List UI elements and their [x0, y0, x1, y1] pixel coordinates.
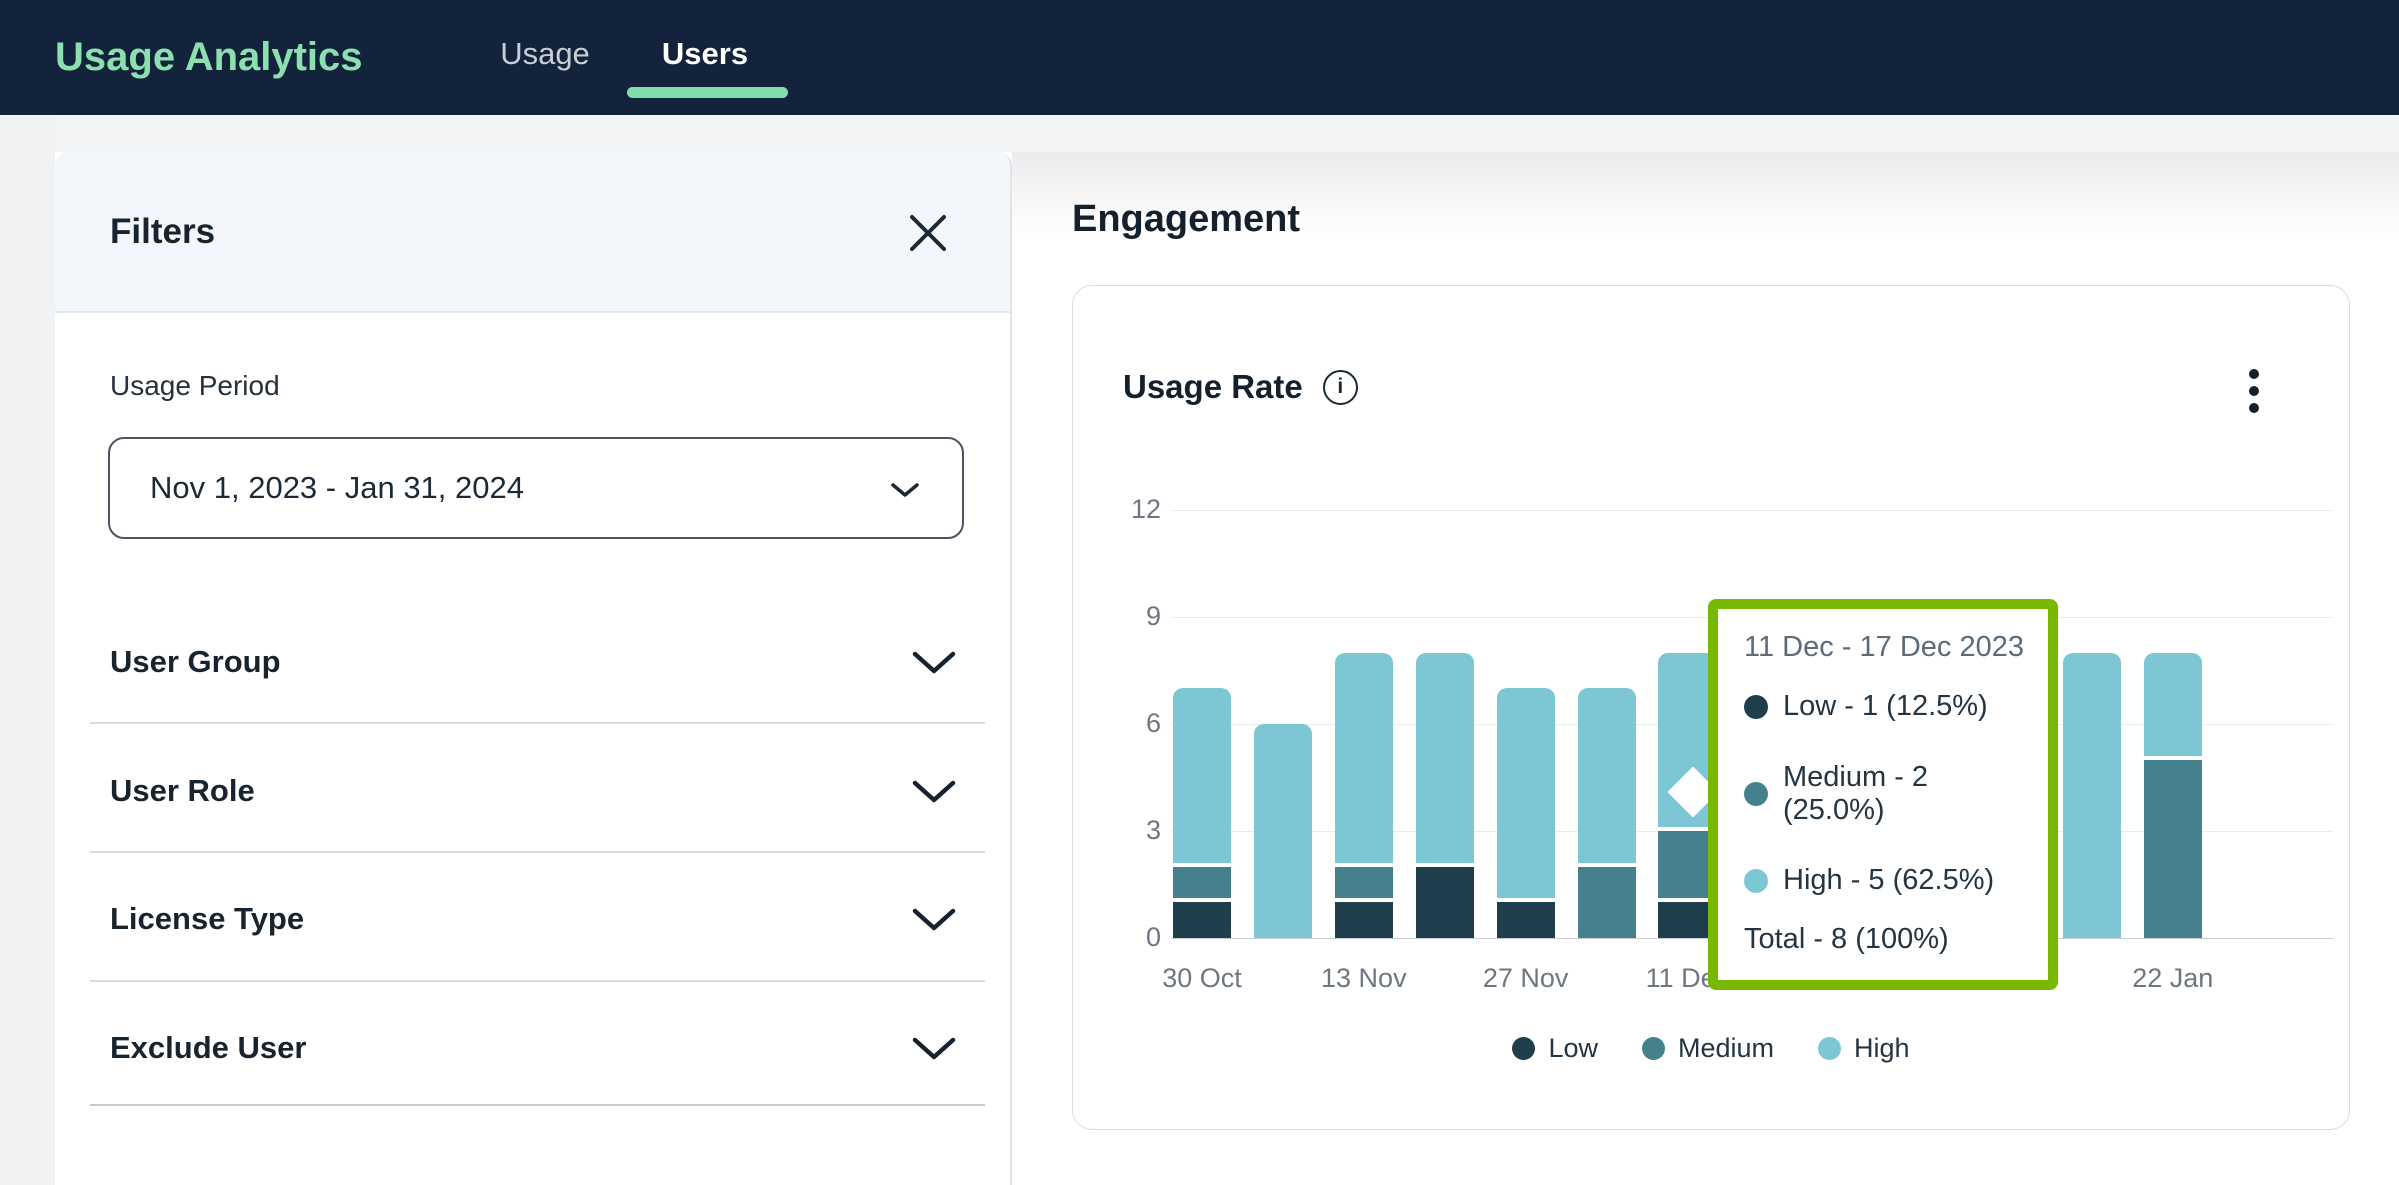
bar-segment-high[interactable]	[1496, 688, 1555, 903]
tab-users[interactable]: Users	[661, 36, 749, 71]
bar-segment-medium[interactable]	[1577, 866, 1636, 938]
filter-section-label: License Type	[110, 901, 305, 936]
info-icon[interactable]: i	[1322, 369, 1358, 405]
active-tab-underline	[627, 87, 788, 98]
tooltip-row-high: High - 5 (62.5%)	[1744, 864, 2024, 897]
x-axis-tick: 30 Oct	[1162, 963, 1242, 993]
y-axis-tick-3: 3	[1145, 814, 1161, 845]
filter-section-label: User Group	[110, 644, 281, 679]
tooltip-dot-icon	[1744, 781, 1768, 806]
legend-dot-icon	[1512, 1037, 1536, 1060]
x-axis-tick: 27 Nov	[1482, 963, 1569, 993]
card-title-row: Usage Rate i	[1123, 368, 1358, 406]
bar-segment-low[interactable]	[1496, 902, 1555, 938]
tooltip-row-low: Low - 1 (12.5%)	[1744, 690, 2024, 723]
tooltip-row-text: Medium - 2 (25.0%)	[1783, 760, 1929, 826]
bar-segment-high[interactable]	[1173, 688, 1231, 867]
legend-dot-icon	[1641, 1037, 1665, 1060]
tooltip-total: Total - 8 (100%)	[1744, 923, 1949, 955]
filters-panel: Filters Usage Period Nov 1, 2023 - Jan 3…	[55, 152, 1012, 1185]
usage-period-label: Usage Period	[110, 370, 280, 401]
bar-segment-low[interactable]	[1415, 866, 1474, 938]
chevron-down-icon	[891, 483, 919, 497]
tooltip-row-medium: Medium - 2 (25.0%)	[1744, 761, 2024, 827]
top-navbar: Usage Analytics Usage Users	[0, 0, 2399, 115]
chart-tooltip: 11 Dec - 17 Dec 2023 Low - 1 (12.5%) Medi…	[1708, 599, 2058, 990]
bar-segment-low[interactable]	[1658, 902, 1717, 938]
bar-segment-medium[interactable]	[2143, 759, 2202, 938]
section-divider	[90, 851, 985, 853]
x-axis-tick: 13 Nov	[1321, 963, 1407, 993]
filters-panel-header: Filters	[55, 152, 1010, 313]
chevron-down-icon	[912, 908, 956, 931]
close-filters-button[interactable]	[904, 209, 952, 257]
tooltip-row-text: High - 5 (62.5%)	[1783, 864, 1995, 896]
filter-section-user-role[interactable]: User Role	[55, 759, 1012, 823]
legend-item-high[interactable]: High	[1818, 1033, 1910, 1064]
chevron-down-icon	[912, 780, 956, 803]
filter-section-license-type[interactable]: License Type	[55, 887, 1012, 951]
legend-item-medium[interactable]: Medium	[1641, 1033, 1775, 1064]
usage-rate-card: Usage Rate i 0 3 6 9 12 30 Oct 13 Nov 27 Nov 11 …	[1072, 285, 2350, 1130]
gridline-y12	[1171, 509, 2333, 511]
usage-period-value: Nov 1, 2023 - Jan 31, 2024	[150, 470, 524, 505]
bar-segment-medium[interactable]	[1334, 866, 1393, 903]
y-axis-tick-6: 6	[1145, 707, 1161, 738]
bar-segment-high[interactable]	[2143, 652, 2202, 760]
tooltip-dot-icon	[1744, 868, 1768, 893]
legend-label: Low	[1548, 1033, 1598, 1063]
bar-segment-high[interactable]	[1577, 688, 1636, 867]
kebab-menu-icon[interactable]	[2239, 366, 2269, 416]
section-divider	[90, 722, 985, 724]
subheader-strip	[0, 115, 2399, 152]
close-icon	[910, 215, 946, 251]
filter-section-exclude-user[interactable]: Exclude User	[55, 1016, 1012, 1080]
filter-section-label: Exclude User	[110, 1030, 307, 1065]
tooltip-dot-icon	[1744, 694, 1768, 719]
y-axis-tick-0: 0	[1145, 922, 1161, 952]
card-title: Usage Rate	[1123, 368, 1303, 405]
bar-segment-medium[interactable]	[1173, 866, 1231, 903]
tooltip-date-range: 11 Dec - 17 Dec 2023	[1744, 631, 2024, 663]
section-divider	[90, 980, 985, 982]
legend-dot-icon	[1818, 1037, 1842, 1060]
filter-section-label: User Role	[110, 773, 255, 808]
legend-label: Medium	[1677, 1033, 1775, 1063]
tooltip-rows: Low - 1 (12.5%) Medium - 2 (25.0%) High - …	[1744, 690, 2024, 897]
filters-title: Filters	[110, 212, 216, 251]
legend-item-low[interactable]: Low	[1512, 1033, 1598, 1064]
bar-segment-high[interactable]	[1253, 723, 1312, 938]
app-title: Usage Analytics	[55, 35, 363, 79]
tooltip-row-text: Low - 1 (12.5%)	[1783, 690, 1988, 722]
y-axis-tick-9: 9	[1145, 600, 1161, 631]
legend-label: High	[1854, 1033, 1910, 1063]
bar-segment-high[interactable]	[1415, 652, 1474, 867]
bar-segment-high[interactable]	[2062, 652, 2121, 938]
bar-segment-low[interactable]	[1173, 902, 1231, 938]
y-axis-tick-12: 12	[1130, 493, 1161, 524]
left-margin-strip	[0, 115, 55, 1185]
section-divider	[90, 1104, 985, 1106]
page-title: Engagement	[1072, 198, 1301, 240]
chevron-down-icon	[912, 651, 956, 674]
bar-segment-medium[interactable]	[1658, 830, 1717, 903]
usage-period-select[interactable]: Nov 1, 2023 - Jan 31, 2024	[108, 437, 964, 539]
tab-usage[interactable]: Usage	[500, 36, 590, 71]
bar-segment-low[interactable]	[1334, 902, 1393, 938]
bar-segment-high[interactable]	[1334, 652, 1393, 867]
chart-legend: Low Medium High	[1073, 1033, 2349, 1064]
content-top-shadow	[1012, 152, 2399, 238]
chevron-down-icon	[912, 1037, 956, 1060]
filter-section-user-group[interactable]: User Group	[55, 630, 1012, 694]
x-axis-tick: 22 Jan	[2132, 963, 2214, 993]
